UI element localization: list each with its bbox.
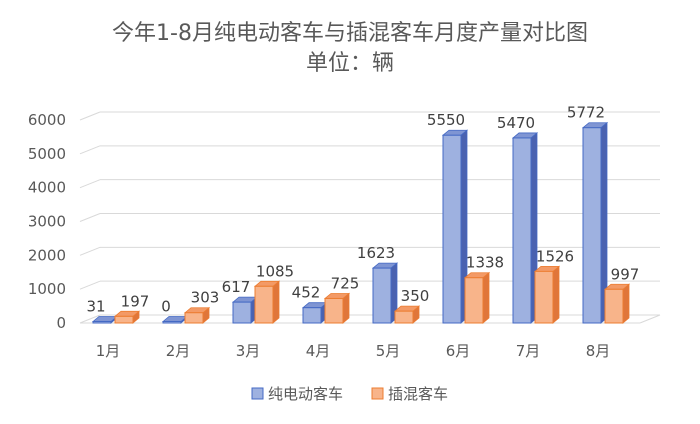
bar-front xyxy=(184,312,204,324)
y-tick-label: 0 xyxy=(56,314,66,332)
bar-front xyxy=(394,310,414,324)
data-label: 1338 xyxy=(466,254,504,272)
bar-1 xyxy=(91,315,119,324)
x-tick-label: 6月 xyxy=(446,342,471,360)
bar-2 xyxy=(323,292,351,324)
bar-front xyxy=(512,137,532,324)
gridline-diag xyxy=(79,111,101,121)
bar-2 xyxy=(253,280,281,324)
y-tick-label: 1000 xyxy=(28,280,66,298)
gridlines xyxy=(79,111,661,324)
bars xyxy=(91,121,631,324)
gridline-diag xyxy=(79,179,101,189)
bar-2 xyxy=(113,310,141,324)
bar-side xyxy=(552,265,560,324)
data-label: 0 xyxy=(161,298,171,316)
gridline-diag xyxy=(79,246,101,256)
x-tick-label: 8月 xyxy=(586,342,611,360)
bar-front xyxy=(254,285,274,324)
y-tick-label: 6000 xyxy=(28,111,66,129)
y-tick-label: 5000 xyxy=(28,145,66,163)
chart-title: 今年1-8月纯电动客车与插混客车月度产量对比图 xyxy=(112,21,588,46)
bar-front xyxy=(302,307,322,324)
bar-front xyxy=(604,288,624,324)
data-label: 5772 xyxy=(567,104,605,122)
data-label: 197 xyxy=(121,292,150,310)
bar-side xyxy=(622,283,630,324)
bar-2 xyxy=(183,306,211,324)
bar-1 xyxy=(581,121,609,324)
legend: 纯电动客车 插混客车 xyxy=(251,385,448,403)
gridline-diag xyxy=(79,213,101,222)
y-tick-label: 3000 xyxy=(28,213,66,231)
data-label: 997 xyxy=(611,265,640,283)
data-label: 1085 xyxy=(256,262,294,280)
bar-front xyxy=(372,267,392,324)
floor-side xyxy=(639,314,661,324)
bar-side xyxy=(482,271,490,324)
bar-2 xyxy=(393,305,421,324)
bar-front xyxy=(232,301,252,324)
data-label: 1526 xyxy=(536,247,574,265)
data-label: 31 xyxy=(86,298,105,316)
bar-front xyxy=(464,277,484,324)
bar-1 xyxy=(161,315,189,324)
data-label: 452 xyxy=(292,284,321,302)
gridline-diag xyxy=(79,280,101,290)
bar-front xyxy=(114,315,134,324)
bar-front xyxy=(582,127,602,324)
legend-item: 纯电动客车 xyxy=(251,385,343,403)
y-axis-ticks: 0 1000 2000 3000 4000 5000 6000 xyxy=(28,111,66,332)
x-tick-label: 1月 xyxy=(96,342,121,360)
data-label: 5550 xyxy=(427,111,465,129)
bar-1 xyxy=(231,296,259,324)
x-tick-label: 7月 xyxy=(516,342,541,360)
bar-front xyxy=(162,321,182,324)
legend-item: 插混客车 xyxy=(371,385,448,403)
x-axis-categories: 1月 2月 3月 4月 5月 6月 7月 8月 xyxy=(96,342,611,360)
data-label: 1623 xyxy=(357,244,395,262)
bar-front xyxy=(324,297,344,324)
data-label: 617 xyxy=(222,278,251,296)
bar-front xyxy=(534,270,554,324)
x-tick-label: 3月 xyxy=(236,342,261,360)
bar-1 xyxy=(441,129,469,324)
data-label: 350 xyxy=(401,287,430,305)
bar-1 xyxy=(301,301,329,324)
bar-front xyxy=(92,321,112,324)
x-tick-label: 2月 xyxy=(166,342,191,360)
data-label: 5470 xyxy=(497,114,535,132)
legend-swatch xyxy=(251,387,264,400)
bar-1 xyxy=(511,132,539,324)
legend-label: 插混客车 xyxy=(388,385,448,403)
bar-2 xyxy=(533,265,561,324)
legend-swatch xyxy=(371,387,384,400)
y-tick-label: 4000 xyxy=(28,179,66,197)
bar-2 xyxy=(463,271,491,324)
gridline-diag xyxy=(79,314,101,324)
legend-label: 纯电动客车 xyxy=(268,385,343,403)
x-tick-label: 4月 xyxy=(306,342,331,360)
y-tick-label: 2000 xyxy=(28,246,66,264)
bar-side xyxy=(272,280,280,324)
bar-2 xyxy=(603,283,631,324)
data-label: 725 xyxy=(331,274,360,292)
bar-front xyxy=(442,134,462,324)
gridline-diag xyxy=(79,145,101,155)
data-label: 303 xyxy=(191,289,220,307)
x-tick-label: 5月 xyxy=(376,342,401,360)
chart-subtitle: 单位：辆 xyxy=(306,51,394,76)
bar-1 xyxy=(371,262,399,324)
